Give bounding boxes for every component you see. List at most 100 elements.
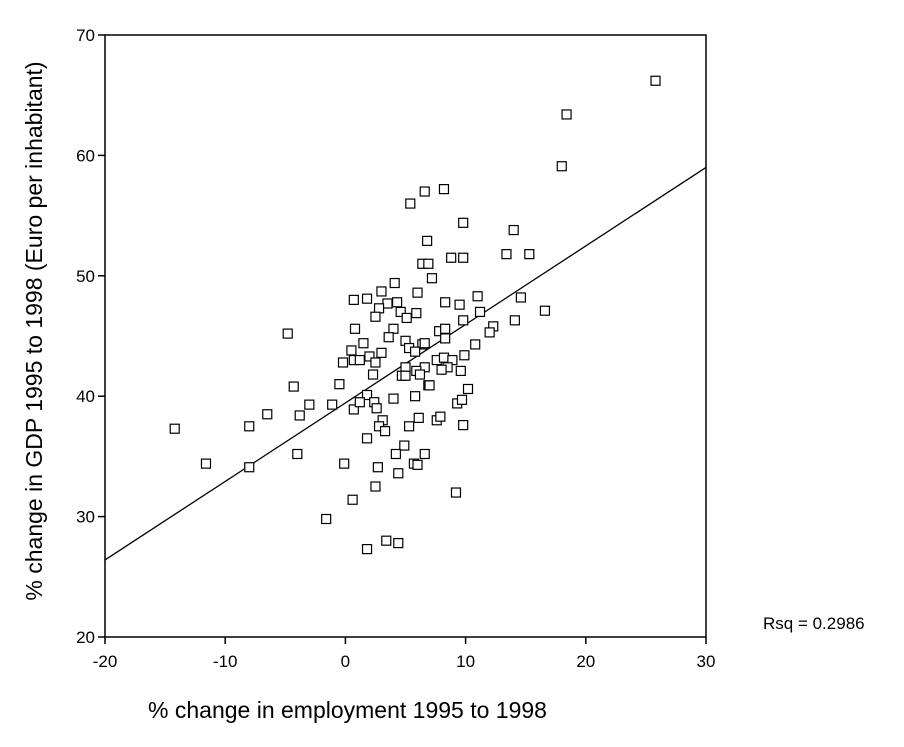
data-point	[440, 333, 451, 344]
data-point	[348, 404, 359, 415]
data-point	[455, 365, 466, 377]
data-point	[556, 161, 567, 172]
data-point	[561, 109, 572, 120]
y-tick-label: 70	[76, 26, 95, 45]
data-point	[501, 249, 512, 260]
data-point	[391, 297, 403, 308]
rsq-annotation: Rsq = 0.2986	[763, 614, 865, 633]
data-point	[405, 198, 416, 209]
data-point	[440, 297, 451, 308]
y-tick-label: 50	[76, 267, 95, 286]
data-point	[361, 389, 373, 401]
data-point	[413, 412, 424, 423]
data-point	[400, 370, 411, 381]
y-tick-label: 60	[76, 146, 95, 165]
data-point	[524, 249, 535, 260]
x-tick-label: -20	[93, 652, 118, 671]
data-point	[436, 364, 447, 375]
data-point	[364, 351, 375, 362]
data-point	[388, 323, 399, 334]
data-point	[169, 423, 180, 434]
data-point	[354, 354, 365, 366]
data-point	[509, 315, 520, 326]
x-tick-label: 30	[697, 652, 716, 671]
data-point	[484, 327, 495, 338]
data-point	[381, 535, 392, 546]
data-point	[393, 468, 404, 479]
data-point	[399, 440, 410, 451]
data-point	[419, 338, 430, 349]
data-point	[371, 403, 382, 414]
data-point	[411, 308, 422, 319]
data-point	[321, 513, 332, 525]
data-point	[438, 184, 450, 195]
data-point	[244, 462, 255, 473]
data-point	[435, 411, 446, 422]
data-point	[337, 357, 349, 368]
data-point	[412, 287, 423, 298]
data-point	[334, 379, 345, 390]
data-point	[390, 448, 401, 460]
data-point	[370, 311, 381, 322]
x-axis-title: % change in employment 1995 to 1998	[148, 697, 547, 723]
data-point	[294, 410, 305, 421]
data-point	[456, 394, 468, 405]
data-point	[367, 369, 379, 380]
data-point	[508, 224, 519, 236]
data-point	[383, 332, 394, 343]
data-point	[419, 448, 430, 460]
y-axis-title: % change in GDP 1995 to 1998 (Euro per i…	[21, 61, 47, 600]
data-point	[472, 291, 483, 302]
y-tick-label: 40	[76, 387, 95, 406]
data-point	[424, 380, 435, 391]
y-tick-label: 30	[76, 508, 95, 527]
data-point	[650, 75, 661, 86]
data-point	[422, 235, 433, 246]
data-point	[388, 393, 399, 404]
data-point	[389, 277, 400, 289]
axis-ticks: -20 -10 0 10 20 30 20 30 40 50 60 70	[76, 26, 715, 671]
data-point	[200, 458, 212, 469]
data-point	[370, 357, 381, 368]
data-point	[372, 462, 383, 473]
data-point	[327, 399, 338, 410]
data-point	[458, 315, 469, 326]
data-point	[358, 338, 369, 349]
plot-frame	[104, 34, 707, 638]
data-point	[410, 346, 421, 357]
data-point	[244, 421, 255, 432]
data-point	[376, 347, 387, 358]
x-tick-label: 0	[341, 652, 350, 671]
data-point	[438, 352, 450, 363]
data-point	[347, 494, 358, 505]
data-point	[288, 381, 299, 392]
data-point	[370, 481, 381, 492]
data-point	[304, 399, 315, 410]
data-point	[450, 487, 462, 498]
data-point	[414, 369, 426, 380]
data-point	[426, 273, 438, 284]
data-point	[458, 419, 469, 431]
data-point	[459, 350, 470, 361]
data-point	[423, 258, 434, 269]
y-tick-label: 20	[76, 628, 95, 647]
data-point	[446, 252, 457, 263]
data-point	[470, 339, 481, 350]
data-point	[462, 383, 474, 395]
data-point	[539, 305, 551, 316]
data-point	[419, 186, 430, 197]
data-point	[339, 458, 350, 469]
data-point	[393, 537, 404, 549]
data-points	[169, 75, 661, 555]
data-point	[346, 345, 357, 356]
data-point	[474, 306, 486, 318]
data-point	[515, 292, 526, 303]
data-point	[282, 328, 293, 339]
data-point	[361, 293, 373, 304]
data-point	[454, 299, 465, 310]
data-point	[382, 298, 393, 309]
data-point	[361, 544, 373, 555]
x-tick-label: -10	[213, 652, 238, 671]
data-point	[292, 448, 303, 460]
